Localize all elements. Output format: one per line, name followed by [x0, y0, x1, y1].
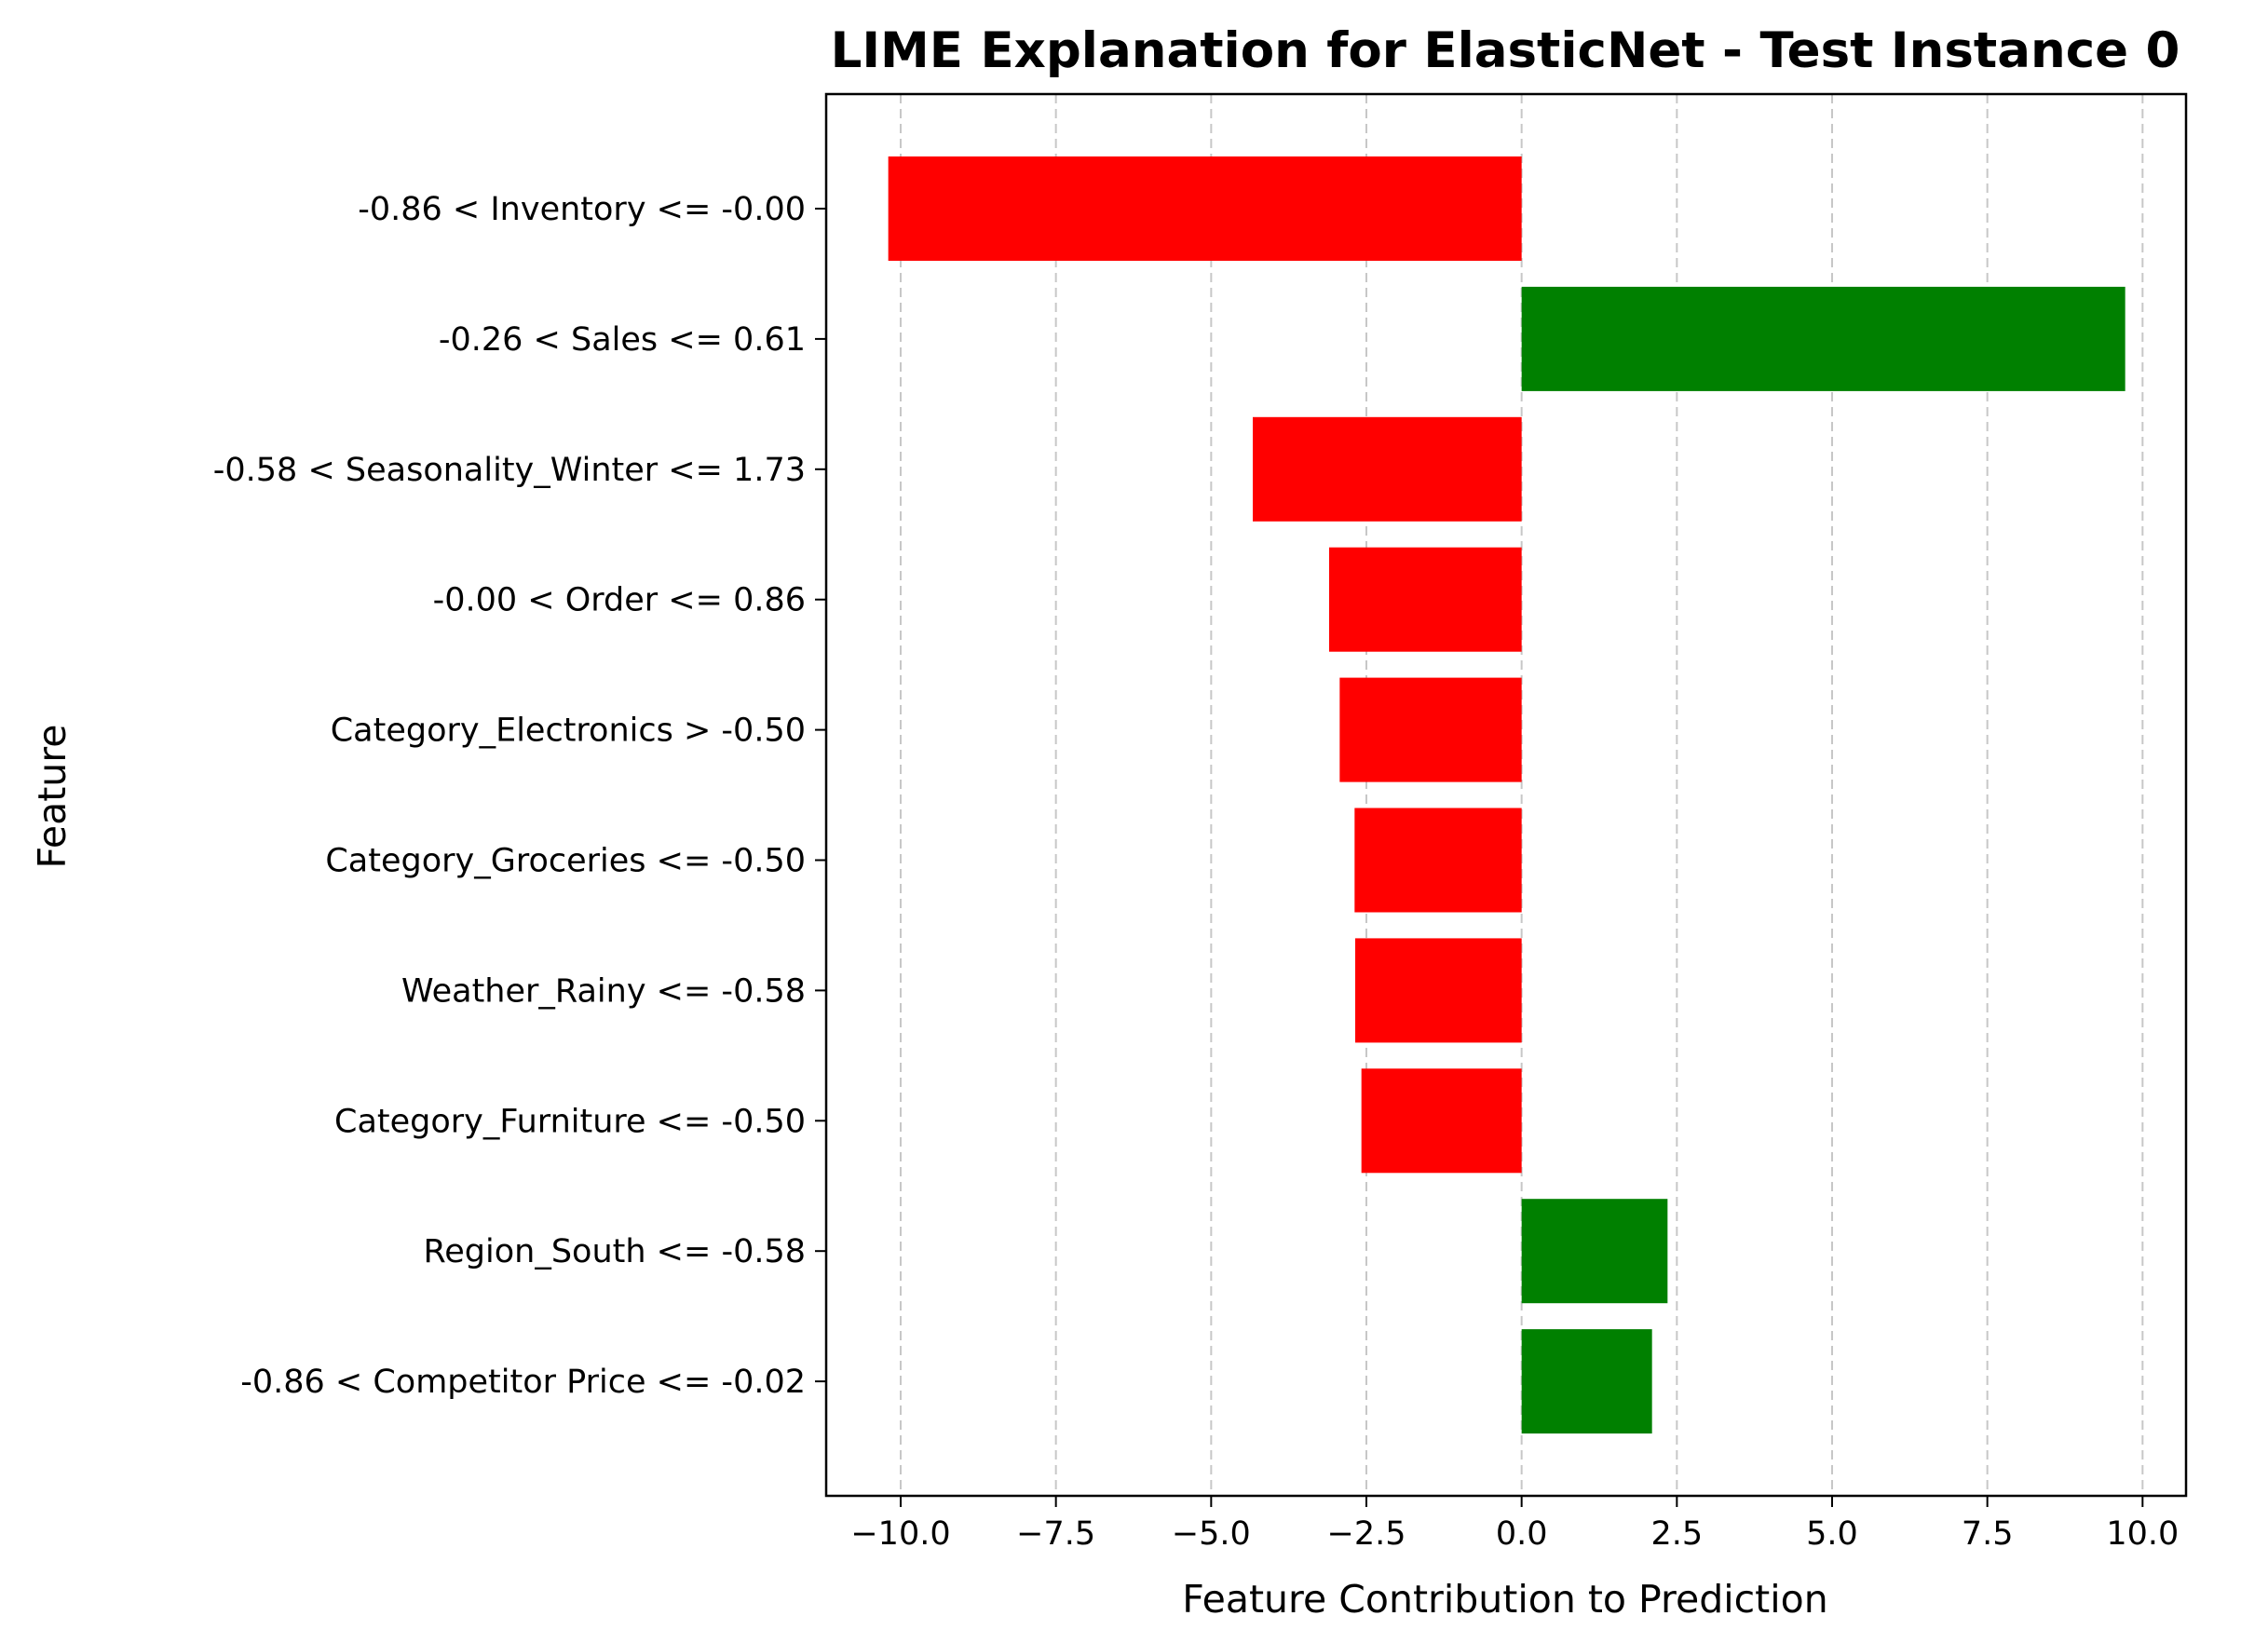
x-tick-label: −2.5: [1327, 1515, 1406, 1553]
bar-region-south-0-58: [1521, 1199, 1668, 1304]
bar-category-groceries-0-50: [1354, 808, 1522, 913]
chart-title: LIME Explanation for ElasticNet - Test I…: [831, 22, 2180, 79]
bar-category-electronics-0-50: [1339, 677, 1522, 782]
x-tick-label: 10.0: [2106, 1515, 2179, 1553]
y-axis-ticks: -0.86 < Inventory <= -0.00 -0.26 < Sales …: [213, 191, 826, 1401]
bar-0-86-competitor-price-0-02: [1521, 1329, 1652, 1434]
bar-0-86-inventory-0-00: [888, 156, 1522, 261]
bar-0-00-order-0-86: [1329, 547, 1522, 652]
x-tick-label: −5.0: [1172, 1515, 1251, 1553]
x-axis-ticks: −10.0 −7.5 −5.0 −2.5 0.0 2.5 5.0 7.5 10.0: [850, 1496, 2179, 1553]
x-axis-label: Feature Contribution to Prediction: [1182, 1577, 1827, 1622]
y-tick-label: Category_Groceries <= -0.50: [325, 843, 806, 880]
bar-0-26-sales-0-61: [1521, 286, 2125, 391]
bar-0-58-seasonality-winter-1-73: [1253, 416, 1522, 522]
bars: [888, 156, 2125, 1434]
y-tick-label: Weather_Rainy <= -0.58: [401, 972, 806, 1010]
y-tick-label: -0.00 < Order <= 0.86: [433, 582, 806, 619]
x-tick-label: 2.5: [1650, 1515, 1703, 1553]
y-tick-label: -0.86 < Competitor Price <= -0.02: [240, 1364, 806, 1401]
y-tick-label: Category_Electronics > -0.50: [331, 713, 806, 750]
x-tick-label: −7.5: [1016, 1515, 1095, 1553]
bar-weather-rainy-0-58: [1355, 938, 1522, 1043]
y-tick-label: Category_Furniture <= -0.50: [334, 1103, 806, 1140]
y-tick-label: -0.58 < Seasonality_Winter <= 1.73: [213, 452, 806, 489]
x-tick-label: 0.0: [1496, 1515, 1548, 1553]
x-tick-label: 5.0: [1806, 1515, 1858, 1553]
x-tick-label: 7.5: [1962, 1515, 2014, 1553]
x-tick-label: −10.0: [850, 1515, 950, 1553]
y-tick-label: -0.26 < Sales <= 0.61: [439, 321, 806, 359]
y-tick-label: Region_South <= -0.58: [424, 1233, 807, 1270]
y-tick-label: -0.86 < Inventory <= -0.00: [358, 191, 806, 228]
bar-category-furniture-0-50: [1361, 1068, 1522, 1174]
y-axis-label: Feature: [30, 725, 75, 869]
plot-area-frame: [824, 92, 2188, 1498]
